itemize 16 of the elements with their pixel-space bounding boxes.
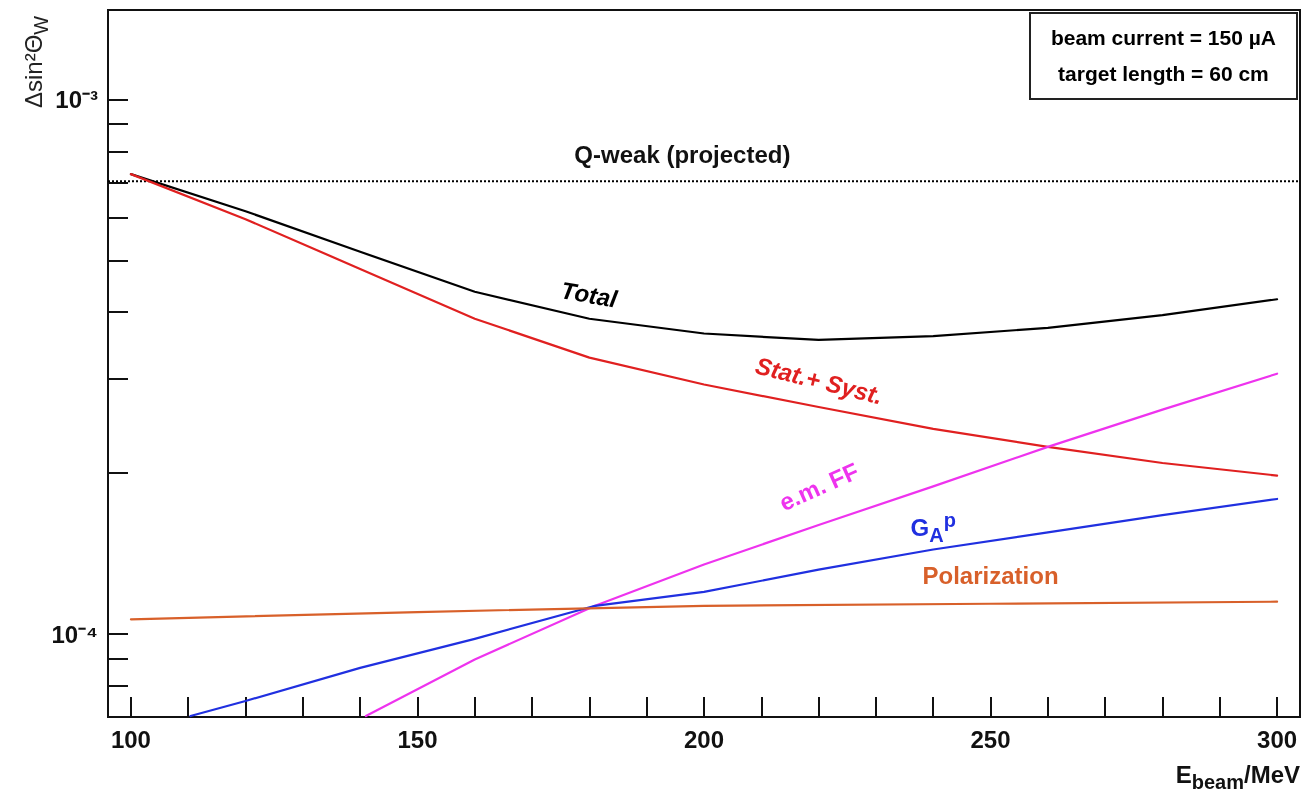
line-series xyxy=(129,600,1279,621)
text: Total xyxy=(559,276,620,314)
x-tick-label: 150 xyxy=(397,725,438,753)
y-tick-label: 10⁻³ xyxy=(55,85,99,113)
y-tick-label: 10⁻⁴ xyxy=(51,620,98,648)
x-tick-label: 300 xyxy=(1257,725,1298,753)
x-tick-label: 100 xyxy=(110,725,151,753)
annotation: target length = 60 cm xyxy=(1057,61,1270,87)
x-tick-label: 200 xyxy=(683,725,725,753)
text: Stat.+ Syst. xyxy=(752,351,886,411)
x-axis-title: E$_{beam}$/MeV xyxy=(1175,761,1300,794)
ref-line-label: Q-weak (projected) xyxy=(574,141,791,170)
text: e.m. FF xyxy=(774,457,863,517)
series-label: Polarization xyxy=(922,561,1059,590)
annotation: beam current = 150 µA xyxy=(1050,25,1276,51)
x-tick-label: 250 xyxy=(970,725,1011,753)
